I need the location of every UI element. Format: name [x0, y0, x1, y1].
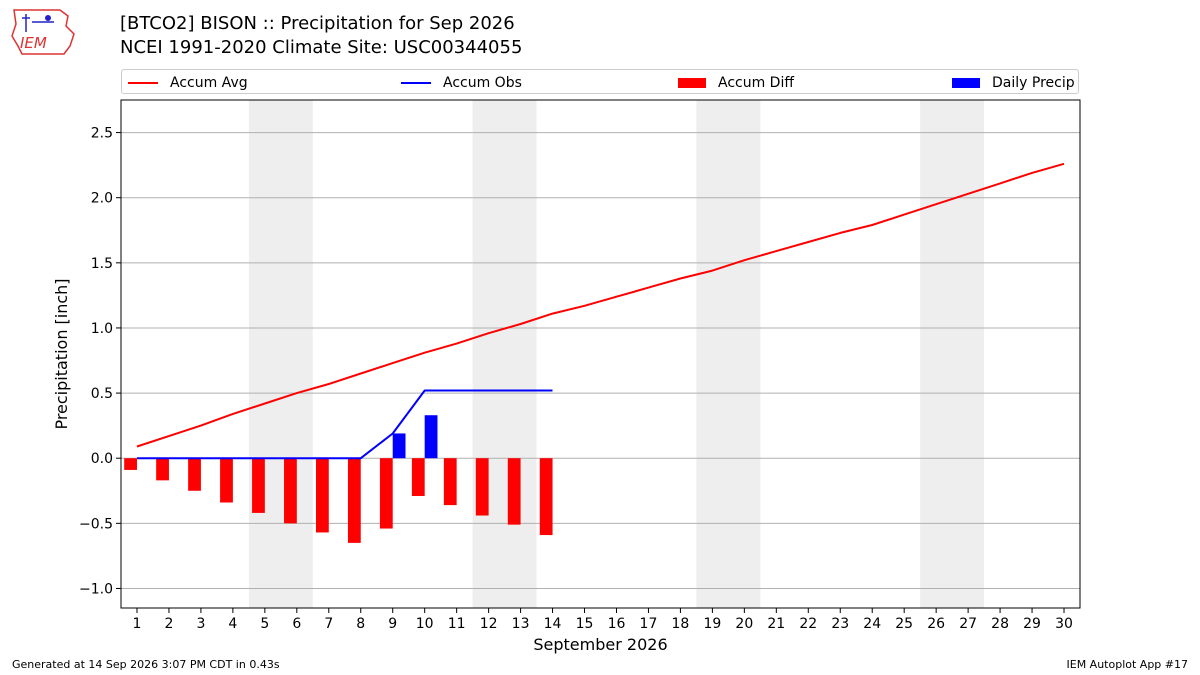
x-tick-label: 17: [640, 616, 658, 632]
y-tick-label: −0.5: [79, 516, 113, 532]
accum-diff-bar: [284, 458, 297, 524]
accum-obs-line: [137, 389, 553, 460]
legend-item-accum-avg: Accum Avg: [128, 70, 248, 95]
x-tick-label: 4: [228, 616, 237, 632]
accum-diff-bar: [124, 458, 137, 470]
accum-diff-bar: [443, 458, 457, 506]
generated-note: Generated at 14 Sep 2026 3:07 PM CDT in …: [12, 658, 280, 671]
daily-precip-bar: [392, 433, 406, 459]
x-tick-label: 16: [608, 616, 626, 632]
x-tick-label: 11: [448, 616, 466, 632]
legend-label: Accum Diff: [718, 74, 795, 91]
accum-diff-bar: [252, 458, 265, 513]
accum-diff-bar: [411, 458, 425, 496]
legend-swatch: [952, 77, 980, 88]
plot-frame: [120, 99, 1081, 609]
x-tick-label: 22: [799, 616, 817, 632]
y-tick-label: 2.5: [91, 126, 113, 142]
app-note: IEM Autoplot App #17: [1066, 658, 1189, 671]
legend-swatch: [128, 81, 158, 84]
x-tick-label: 2: [164, 616, 173, 632]
grid-lines: [121, 132, 1080, 589]
accum-diff-bar: [475, 458, 489, 516]
legend: Accum Avg Accum Obs Accum Diff Daily Pre…: [121, 69, 1079, 94]
accum-diff-bar: [347, 458, 361, 543]
y-tick-label: 2.0: [91, 191, 113, 207]
x-tick-label: 28: [991, 616, 1009, 632]
daily-precip-bar: [424, 415, 438, 459]
accum-diff-bar: [379, 458, 393, 529]
legend-item-accum-diff: Accum Diff: [678, 70, 794, 95]
x-tick-label: 27: [959, 616, 977, 632]
accum-diff-bar: [188, 458, 201, 491]
accum-diff-bar: [315, 458, 329, 533]
bars: [124, 415, 553, 543]
weekend-band: [696, 100, 761, 608]
chart-subtitle: NCEI 1991-2020 Climate Site: USC00344055: [120, 37, 523, 58]
accum-diff-bar: [507, 458, 521, 525]
accum-diff-bar: [156, 458, 169, 481]
x-axis-label: September 2026: [533, 635, 667, 654]
x-tick-label: 20: [735, 616, 753, 632]
legend-item-daily-precip: Daily Precip: [952, 70, 1075, 95]
accum-diff-bar: [539, 458, 553, 536]
x-tick-label: 5: [260, 616, 269, 632]
x-tick-label: 21: [767, 616, 785, 632]
x-tick-label: 29: [1023, 616, 1041, 632]
x-tick-label: 1: [133, 616, 142, 632]
y-tick-label: 1.0: [91, 321, 113, 337]
weekend-band: [920, 100, 985, 608]
x-tick-label: 12: [480, 616, 498, 632]
y-axis-label: Precipitation [inch]: [52, 278, 71, 429]
weekend-band: [248, 100, 313, 608]
axis-ticks: −1.0−0.50.00.51.01.52.02.51 2 3 4 5 6 7 8 9 10 11 1…: [79, 126, 1073, 632]
logo-text: IEM: [20, 34, 47, 52]
legend-label: Accum Obs: [443, 74, 522, 91]
x-tick-label: 24: [863, 616, 881, 632]
weekend-band: [472, 100, 537, 608]
x-tick-label: 10: [416, 616, 434, 632]
accum-diff-bar: [220, 458, 233, 503]
x-tick-label: 18: [672, 616, 690, 632]
y-tick-label: 0.0: [91, 451, 113, 467]
legend-swatch: [678, 77, 706, 88]
x-tick-label: 30: [1055, 616, 1073, 632]
x-tick-label: 26: [927, 616, 945, 632]
y-tick-label: 0.5: [91, 386, 113, 402]
weekend-shading: [248, 100, 985, 608]
x-tick-label: 6: [292, 616, 301, 632]
x-tick-label: 23: [831, 616, 849, 632]
legend-item-accum-obs: Accum Obs: [401, 70, 522, 95]
iem-logo: IEM: [11, 9, 75, 55]
x-tick-label: 8: [356, 616, 365, 632]
x-tick-label: 13: [512, 616, 530, 632]
legend-label: Daily Precip: [992, 74, 1075, 91]
y-tick-label: −1.0: [79, 581, 113, 597]
chart-title: [BTCO2] BISON :: Precipitation for Sep 2…: [120, 13, 515, 34]
x-tick-label: 14: [544, 616, 562, 632]
x-tick-label: 25: [895, 616, 913, 632]
series-lines: [136, 162, 1065, 460]
x-tick-label: 15: [576, 616, 594, 632]
x-tick-label: 9: [388, 616, 397, 632]
y-tick-label: 1.5: [91, 256, 113, 272]
x-tick-label: 3: [196, 616, 205, 632]
x-tick-label: 19: [703, 616, 721, 632]
x-tick-label: 7: [324, 616, 333, 632]
legend-swatch: [401, 81, 431, 84]
legend-label: Accum Avg: [170, 74, 248, 91]
accum-avg-line: [136, 162, 1065, 448]
